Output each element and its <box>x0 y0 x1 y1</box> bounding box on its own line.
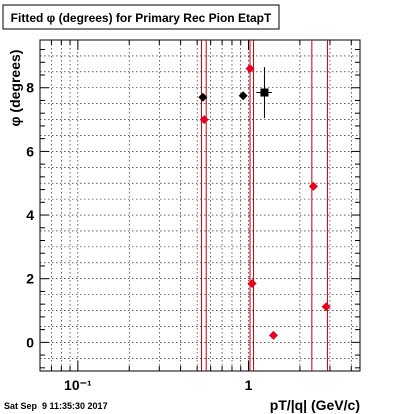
x-axis-label: pT/|q| (GeV/c) <box>270 397 360 413</box>
data-point <box>260 88 269 97</box>
y-axis-label: φ (degrees) <box>7 50 23 127</box>
title-box <box>2 4 280 30</box>
x-tick-label: 1 <box>245 377 253 393</box>
data-point <box>238 91 248 101</box>
footer-timestamp: Sat Sep 9 11:35:30 2017 <box>4 401 108 411</box>
y-tick-label: 2 <box>26 271 34 287</box>
y-tick-label: 6 <box>26 143 34 159</box>
data-point <box>245 64 255 74</box>
axes: 0 2 4 6 8 10⁻¹ 1 <box>26 40 360 393</box>
data-point <box>247 278 257 288</box>
data-point <box>198 92 208 102</box>
x-tick-label: 10⁻¹ <box>64 377 92 393</box>
data-point <box>308 181 318 191</box>
y-tick-label: 8 <box>26 80 34 96</box>
data-point <box>199 115 209 125</box>
data-point <box>268 330 278 340</box>
chart-title: Fitted φ (degrees) for Primary Rec Pion … <box>11 11 272 25</box>
data-points <box>198 64 331 340</box>
data-point <box>321 302 331 312</box>
vertical-lines <box>200 40 328 371</box>
y-tick-label: 0 <box>26 334 34 350</box>
y-tick-label: 4 <box>26 207 34 223</box>
